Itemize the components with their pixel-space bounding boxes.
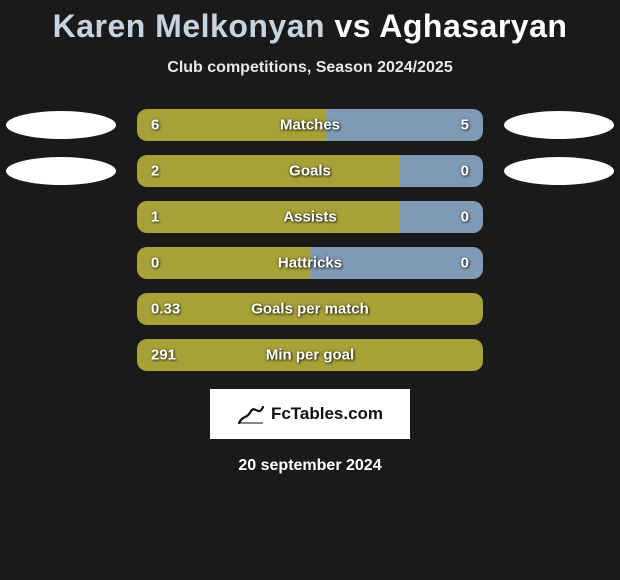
brand-text: FcTables.com bbox=[271, 404, 383, 424]
stat-bar-track: 1 0 Assists bbox=[137, 201, 483, 233]
stat-row: 0.33 Goals per match bbox=[0, 293, 620, 325]
stat-bar-right bbox=[326, 109, 483, 141]
stat-rows: 6 5 Matches 2 0 Goals 1 0 Assists 0 0 Hattricks 0.33… bbox=[0, 109, 620, 371]
stat-bar-right bbox=[400, 201, 483, 233]
stat-label: Hattricks bbox=[278, 255, 342, 272]
stat-label: Goals bbox=[289, 163, 331, 180]
stat-bar-track: 2 0 Goals bbox=[137, 155, 483, 187]
stat-bar-left bbox=[137, 155, 400, 187]
stat-value-left: 2 bbox=[151, 163, 159, 180]
stat-value-left: 0.33 bbox=[151, 301, 180, 318]
stat-label: Assists bbox=[283, 209, 336, 226]
stat-row: 1 0 Assists bbox=[0, 201, 620, 233]
stat-value-right: 0 bbox=[461, 163, 469, 180]
stat-row: 6 5 Matches bbox=[0, 109, 620, 141]
stat-label: Goals per match bbox=[251, 301, 369, 318]
comparison-infographic: Karen Melkonyan vs Aghasaryan Club compe… bbox=[0, 0, 620, 580]
brand-box: FcTables.com bbox=[210, 389, 410, 439]
stat-label: Matches bbox=[280, 117, 340, 134]
stat-value-right: 0 bbox=[461, 255, 469, 272]
date-line: 20 september 2024 bbox=[0, 457, 620, 475]
stat-value-left: 1 bbox=[151, 209, 159, 226]
brand-icon bbox=[237, 403, 265, 425]
stat-row: 2 0 Goals bbox=[0, 155, 620, 187]
stat-bar-track: 0.33 Goals per match bbox=[137, 293, 483, 325]
stat-value-left: 291 bbox=[151, 347, 176, 364]
player-avatar-left bbox=[6, 157, 116, 185]
stat-bar-track: 0 0 Hattricks bbox=[137, 247, 483, 279]
title-vs: vs bbox=[334, 8, 371, 44]
title-player-right: Aghasaryan bbox=[379, 8, 567, 44]
stat-bar-right bbox=[400, 155, 483, 187]
stat-row: 0 0 Hattricks bbox=[0, 247, 620, 279]
stat-row: 291 Min per goal bbox=[0, 339, 620, 371]
stat-bar-left bbox=[137, 201, 400, 233]
stat-value-left: 6 bbox=[151, 117, 159, 134]
player-avatar-left bbox=[6, 111, 116, 139]
player-avatar-right bbox=[504, 157, 614, 185]
subtitle: Club competitions, Season 2024/2025 bbox=[0, 59, 620, 77]
stat-value-right: 5 bbox=[461, 117, 469, 134]
stat-value-left: 0 bbox=[151, 255, 159, 272]
page-title: Karen Melkonyan vs Aghasaryan bbox=[0, 8, 620, 45]
title-player-left: Karen Melkonyan bbox=[53, 8, 325, 44]
stat-bar-track: 6 5 Matches bbox=[137, 109, 483, 141]
stat-value-right: 0 bbox=[461, 209, 469, 226]
stat-label: Min per goal bbox=[266, 347, 354, 364]
player-avatar-right bbox=[504, 111, 614, 139]
stat-bar-track: 291 Min per goal bbox=[137, 339, 483, 371]
